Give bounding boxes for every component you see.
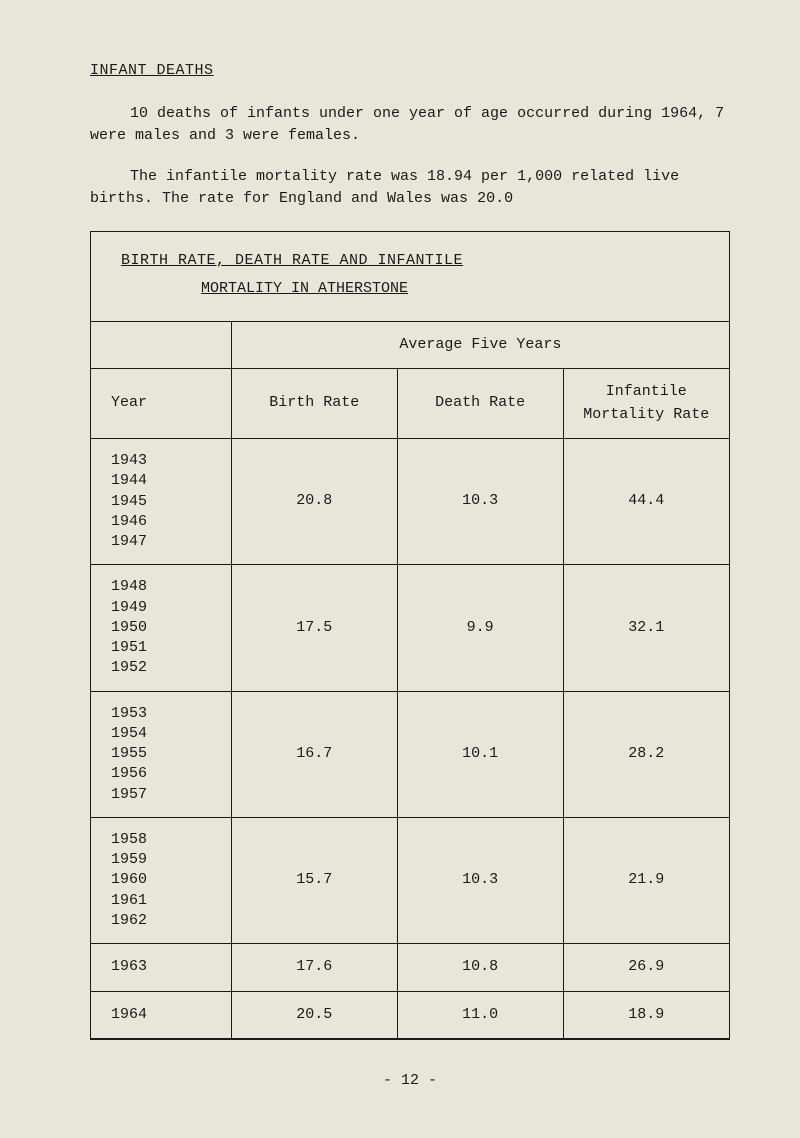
cell-infant: 18.9 xyxy=(563,991,729,1039)
cell-death: 10.3 xyxy=(397,817,563,943)
cell-infant: 44.4 xyxy=(563,439,729,565)
cell-years: 19481949195019511952 xyxy=(91,565,231,691)
table-row: 1964 20.5 11.0 18.9 xyxy=(91,991,729,1039)
header-empty xyxy=(91,321,231,369)
col-year: Year xyxy=(91,369,231,439)
page-number: - 12 - xyxy=(90,1070,730,1093)
paragraph-1: 10 deaths of infants under one year of a… xyxy=(90,103,730,148)
cell-death: 10.1 xyxy=(397,691,563,817)
cell-birth: 17.5 xyxy=(231,565,397,691)
cell-years: 19431944194519461947 xyxy=(91,439,231,565)
cell-birth: 17.6 xyxy=(231,944,397,992)
cell-years: 1963 xyxy=(91,944,231,992)
header-span: Average Five Years xyxy=(231,321,729,369)
cell-infant: 32.1 xyxy=(563,565,729,691)
cell-death: 10.3 xyxy=(397,439,563,565)
table-row: 19481949195019511952 17.5 9.9 32.1 xyxy=(91,565,729,691)
col-infant: Infantile Mortality Rate xyxy=(563,369,729,439)
table-row: 19581959196019611962 15.7 10.3 21.9 xyxy=(91,817,729,943)
table-container: BIRTH RATE, DEATH RATE AND INFANTILE MOR… xyxy=(90,231,730,1041)
cell-infant: 28.2 xyxy=(563,691,729,817)
table-row: 19531954195519561957 16.7 10.1 28.2 xyxy=(91,691,729,817)
cell-birth: 20.5 xyxy=(231,991,397,1039)
cell-years: 19531954195519561957 xyxy=(91,691,231,817)
cell-death: 9.9 xyxy=(397,565,563,691)
cell-birth: 20.8 xyxy=(231,439,397,565)
data-table: Average Five Years Year Birth Rate Death… xyxy=(91,321,729,1040)
table-subtitle: MORTALITY IN ATHERSTONE xyxy=(121,278,699,301)
paragraph-2: The infantile mortality rate was 18.94 p… xyxy=(90,166,730,211)
table-title: BIRTH RATE, DEATH RATE AND INFANTILE xyxy=(121,250,699,273)
cell-death: 10.8 xyxy=(397,944,563,992)
table-row: 19431944194519461947 20.8 10.3 44.4 xyxy=(91,439,729,565)
cell-birth: 16.7 xyxy=(231,691,397,817)
col-birth: Birth Rate xyxy=(231,369,397,439)
cell-death: 11.0 xyxy=(397,991,563,1039)
col-death: Death Rate xyxy=(397,369,563,439)
section-title: INFANT DEATHS xyxy=(90,60,730,83)
cell-years: 1964 xyxy=(91,991,231,1039)
document-page: INFANT DEATHS 10 deaths of infants under… xyxy=(0,0,800,1133)
cell-years: 19581959196019611962 xyxy=(91,817,231,943)
cell-infant: 26.9 xyxy=(563,944,729,992)
table-row: 1963 17.6 10.8 26.9 xyxy=(91,944,729,992)
table-title-area: BIRTH RATE, DEATH RATE AND INFANTILE MOR… xyxy=(91,232,729,311)
cell-birth: 15.7 xyxy=(231,817,397,943)
cell-infant: 21.9 xyxy=(563,817,729,943)
